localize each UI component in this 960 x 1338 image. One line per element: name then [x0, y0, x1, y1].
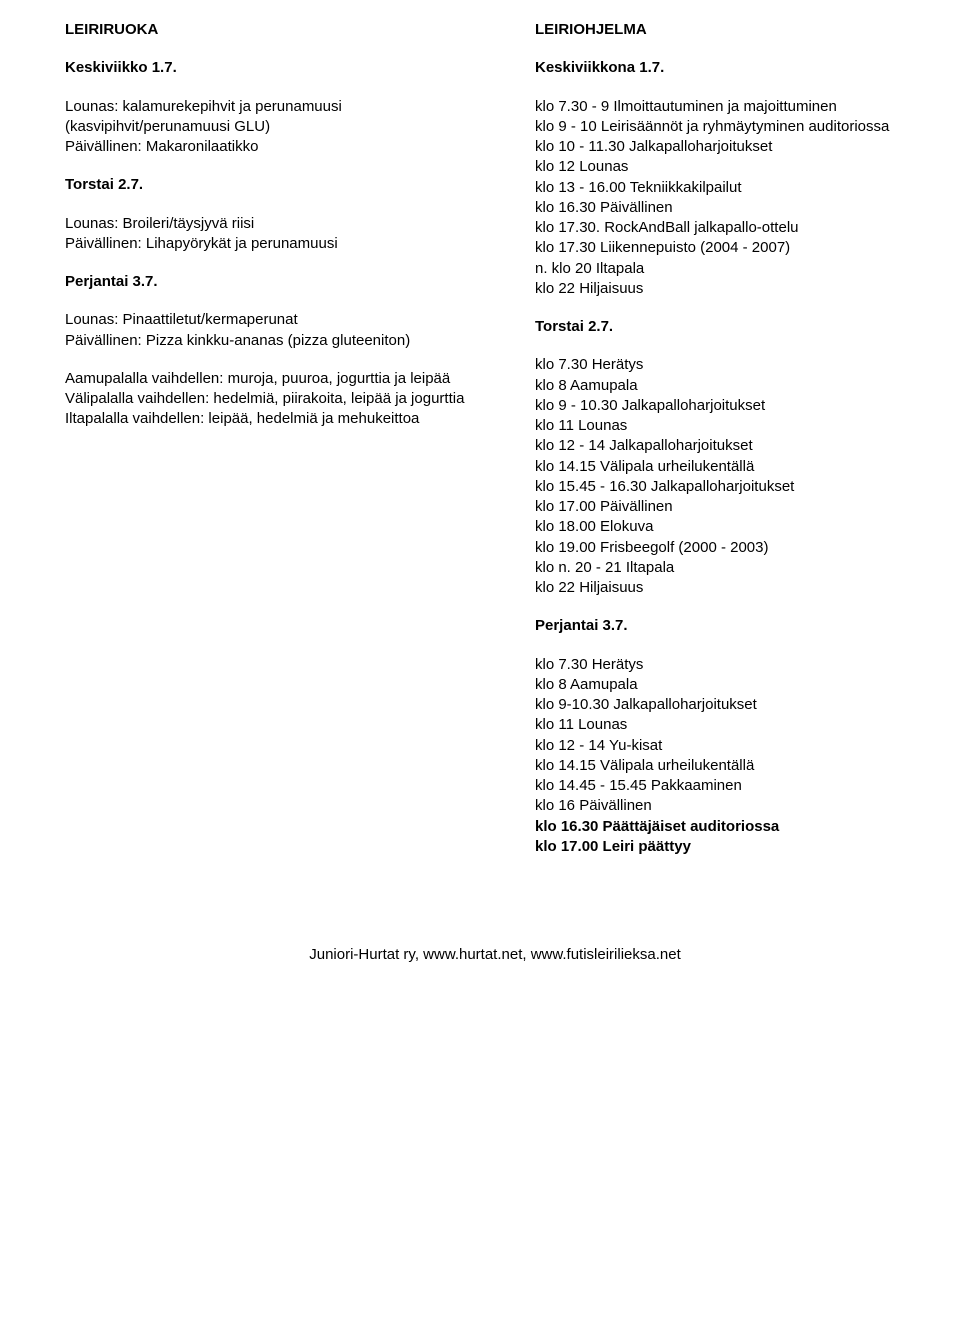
- schedule-line: klo 14.15 Välipala urheilukentällä: [535, 756, 925, 776]
- schedule-line: klo 18.00 Elokuva: [535, 517, 925, 537]
- right-day2-body: klo 7.30 Herätysklo 8 Aamupalaklo 9 - 10…: [535, 355, 925, 598]
- left-day3-title: Perjantai 3.7.: [65, 272, 505, 292]
- schedule-line: klo n. 20 - 21 Iltapala: [535, 558, 925, 578]
- schedule-line: klo 17.30. RockAndBall jalkapallo-ottelu: [535, 218, 925, 238]
- schedule-line: klo 17.30 Liikennepuisto (2004 - 2007): [535, 238, 925, 258]
- schedule-line: klo 12 - 14 Yu-kisat: [535, 736, 925, 756]
- schedule-line: klo 16.30 Päivällinen: [535, 198, 925, 218]
- schedule-line: klo 7.30 - 9 Ilmoittautuminen ja majoitt…: [535, 97, 925, 117]
- right-day3-title: Perjantai 3.7.: [535, 616, 925, 636]
- schedule-line: klo 19.00 Frisbeegolf (2000 - 2003): [535, 538, 925, 558]
- schedule-line: klo 14.45 - 15.45 Pakkaaminen: [535, 776, 925, 796]
- schedule-line: klo 8 Aamupala: [535, 376, 925, 396]
- schedule-line: klo 14.15 Välipala urheilukentällä: [535, 457, 925, 477]
- schedule-line: klo 13 - 16.00 Tekniikkakilpailut: [535, 178, 925, 198]
- schedule-line: klo 22 Hiljaisuus: [535, 578, 925, 598]
- footer: Juniori-Hurtat ry, www.hurtat.net, www.f…: [65, 945, 925, 965]
- schedule-line: klo 7.30 Herätys: [535, 655, 925, 675]
- schedule-line: klo 12 Lounas: [535, 157, 925, 177]
- left-main-title: LEIRIRUOKA: [65, 20, 505, 40]
- schedule-line: klo 9 - 10 Leirisäännöt ja ryhmäytyminen…: [535, 117, 925, 137]
- left-day3-body: Lounas: Pinaattiletut/kermaperunatPäiväl…: [65, 310, 505, 351]
- left-column: LEIRIRUOKA Keskiviikko 1.7. Lounas: kala…: [65, 20, 505, 875]
- right-column: LEIRIOHJELMA Keskiviikkona 1.7. klo 7.30…: [535, 20, 925, 875]
- schedule-line: klo 17.00 Leiri päättyy: [535, 837, 925, 857]
- schedule-line: klo 12 - 14 Jalkapalloharjoitukset: [535, 436, 925, 456]
- schedule-line: klo 9-10.30 Jalkapalloharjoitukset: [535, 695, 925, 715]
- schedule-line: klo 15.45 - 16.30 Jalkapalloharjoitukset: [535, 477, 925, 497]
- left-day2-title: Torstai 2.7.: [65, 175, 505, 195]
- left-day2-body: Lounas: Broileri/täysjyvä riisiPäivällin…: [65, 214, 505, 255]
- schedule-line: klo 9 - 10.30 Jalkapalloharjoitukset: [535, 396, 925, 416]
- schedule-line: klo 11 Lounas: [535, 715, 925, 735]
- right-day3-body: klo 7.30 Herätysklo 8 Aamupalaklo 9-10.3…: [535, 655, 925, 858]
- right-day2-title: Torstai 2.7.: [535, 317, 925, 337]
- schedule-line: klo 17.00 Päivällinen: [535, 497, 925, 517]
- schedule-line: klo 16.30 Päättäjäiset auditoriossa: [535, 817, 925, 837]
- schedule-line: klo 7.30 Herätys: [535, 355, 925, 375]
- schedule-line: klo 11 Lounas: [535, 416, 925, 436]
- schedule-line: klo 22 Hiljaisuus: [535, 279, 925, 299]
- right-day1-body: klo 7.30 - 9 Ilmoittautuminen ja majoitt…: [535, 97, 925, 300]
- schedule-line: klo 10 - 11.30 Jalkapalloharjoitukset: [535, 137, 925, 157]
- schedule-line: klo 8 Aamupala: [535, 675, 925, 695]
- schedule-line: n. klo 20 Iltapala: [535, 259, 925, 279]
- right-day1-title: Keskiviikkona 1.7.: [535, 58, 925, 78]
- left-extra: Aamupalalla vaihdellen: muroja, puuroa, …: [65, 369, 505, 430]
- right-main-title: LEIRIOHJELMA: [535, 20, 925, 40]
- left-day1-title: Keskiviikko 1.7.: [65, 58, 505, 78]
- left-day1-body: Lounas: kalamurekepihvit ja perunamuusi(…: [65, 97, 505, 158]
- schedule-line: klo 16 Päivällinen: [535, 796, 925, 816]
